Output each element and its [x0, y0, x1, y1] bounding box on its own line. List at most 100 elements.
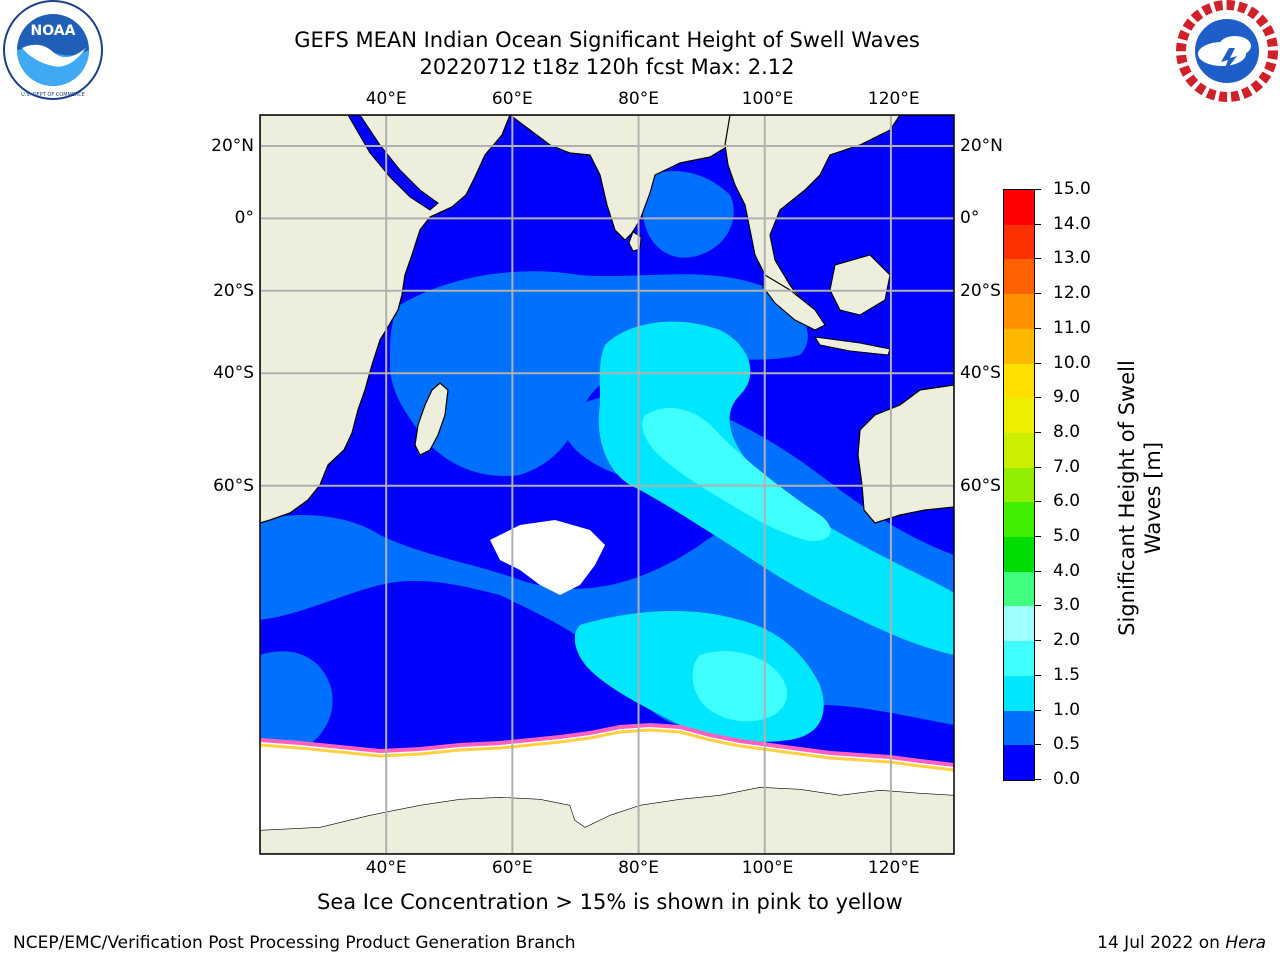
- colorbar-segment: [1004, 467, 1034, 503]
- lat-tick-label-right: 20°S: [960, 280, 1001, 301]
- colorbar-segment: [1004, 641, 1034, 676]
- colorbar-tick-label: 13.0: [1053, 248, 1091, 269]
- colorbar-segment: [1004, 190, 1034, 225]
- lon-tick-label-top: 40°E: [365, 89, 407, 109]
- lon-tick-label-top: 120°E: [867, 89, 920, 109]
- land-red-sea: [347, 115, 439, 211]
- lat-tick-label-left: 20°N: [211, 136, 254, 157]
- land-borneo: [829, 254, 891, 316]
- sea-ice-note: Sea Ice Concentration > 15% is shown in …: [317, 890, 903, 914]
- colorbar-tick-label: 11.0: [1053, 317, 1091, 338]
- footer-date: 14 Jul 2022 on Hera: [1097, 933, 1266, 953]
- colorbar-segment: [1004, 259, 1034, 295]
- colorbar-tick-label: 4.0: [1053, 560, 1081, 581]
- colorbar-tick-mark: [1035, 362, 1041, 364]
- colorbar-segment: [1004, 328, 1034, 364]
- land-madagascar: [414, 382, 449, 456]
- colorbar-tick-mark: [1035, 431, 1041, 433]
- colorbar-tick-label: 7.0: [1053, 456, 1081, 477]
- colorbar-segment: [1004, 398, 1034, 433]
- map-panel: [259, 114, 955, 855]
- land-java: [814, 336, 891, 356]
- lon-tick-label-bottom: 120°E: [867, 858, 920, 878]
- colorbar-tick-mark: [1035, 744, 1041, 746]
- colorbar-tick-label: 15.0: [1053, 179, 1091, 199]
- swell-0.5-1.0-region: [260, 651, 333, 758]
- colorbar-segment: [1004, 294, 1034, 329]
- lon-tick-label-top: 60°E: [491, 89, 533, 109]
- sea-ice-edge-inner: [260, 728, 954, 772]
- colorbar-tick-label: 6.0: [1053, 491, 1081, 512]
- colorbar-tick-label: 5.0: [1053, 526, 1081, 547]
- colorbar-tick-mark: [1035, 536, 1041, 538]
- sea-ice-edge: [260, 722, 954, 767]
- lat-tick-label-left: 0°: [234, 208, 254, 229]
- colorbar-label-text: Significant Height of Swell Waves [m]: [1115, 360, 1165, 636]
- colorbar-tick-label: 1.5: [1053, 664, 1081, 685]
- colorbar-tick-label: 8.0: [1053, 421, 1081, 442]
- lat-tick-label-left: 60°S: [213, 475, 254, 496]
- lon-tick-label-top: 100°E: [741, 89, 794, 109]
- colorbar-segment: [1004, 675, 1034, 711]
- colorbar-segment: [1004, 606, 1034, 642]
- colorbar: [1003, 189, 1035, 781]
- colorbar-tick-mark: [1035, 466, 1041, 468]
- svg-text:U.S. DEPT OF COMMERCE: U.S. DEPT OF COMMERCE: [21, 92, 85, 98]
- colorbar-tick-label: 2.0: [1053, 630, 1081, 651]
- colorbar-segment: [1004, 710, 1034, 746]
- colorbar-tick-mark: [1035, 327, 1041, 329]
- lat-tick-label-right: 0°: [960, 208, 980, 229]
- colorbar-segment: [1004, 432, 1034, 468]
- colorbar-tick-label: 0.0: [1053, 769, 1081, 789]
- colorbar-tick-mark: [1035, 501, 1041, 503]
- colorbar-tick-mark: [1035, 605, 1041, 607]
- lon-tick-label-bottom: 40°E: [365, 858, 407, 878]
- colorbar-tick-label: 12.0: [1053, 283, 1091, 304]
- title-line-1: GEFS MEAN Indian Ocean Significant Heigh…: [294, 28, 920, 52]
- colorbar-tick-mark: [1035, 640, 1041, 642]
- colorbar-tick-mark: [1035, 674, 1041, 676]
- lat-tick-label-left: 40°S: [213, 363, 254, 384]
- colorbar-tick-mark: [1035, 397, 1041, 399]
- lon-tick-label-bottom: 100°E: [741, 858, 794, 878]
- colorbar-segment: [1004, 571, 1034, 607]
- colorbar-tick-label: 9.0: [1053, 387, 1081, 408]
- colorbar-tick-mark: [1035, 570, 1041, 572]
- colorbar-segment: [1004, 224, 1034, 260]
- lat-tick-label-left: 20°S: [213, 280, 254, 301]
- swell-1.5-2.0-region: [692, 651, 788, 722]
- colorbar-tick-label: 10.0: [1053, 352, 1091, 373]
- colorbar-tick-label: 3.0: [1053, 595, 1081, 616]
- colorbar-tick-mark: [1035, 189, 1041, 190]
- title-line-2: 20220712 t18z 120h fcst Max: 2.12: [419, 55, 795, 79]
- colorbar-label: Significant Height of Swell Waves [m]: [1114, 298, 1166, 698]
- svg-text:NOAA: NOAA: [31, 23, 76, 39]
- lat-tick-label-right: 60°S: [960, 475, 1001, 496]
- lat-tick-label-right: 20°N: [960, 136, 1003, 157]
- colorbar-tick-label: 1.0: [1053, 699, 1081, 720]
- land-africa-arabia: [260, 115, 511, 524]
- colorbar-segment: [1004, 502, 1034, 538]
- swell-1.0-1.5-region: [598, 321, 954, 655]
- land-kerguelen: [490, 520, 605, 595]
- graticule: [260, 115, 954, 854]
- lon-tick-label-bottom: 60°E: [491, 858, 533, 878]
- swell-0.5-1.0-region: [641, 171, 734, 258]
- footer-date-text: 14 Jul 2022 on: [1097, 933, 1226, 953]
- swell-1.5-2.0-region: [642, 407, 831, 541]
- map-frame: [259, 114, 955, 855]
- colorbar-tick-label: 0.5: [1053, 734, 1081, 755]
- lon-tick-label-top: 80°E: [618, 89, 659, 109]
- colorbar-tick-label: 14.0: [1053, 213, 1091, 234]
- lat-tick-label-right: 40°S: [960, 363, 1001, 384]
- colorbar-segment: [1004, 363, 1034, 399]
- footer-host: Hera: [1225, 933, 1266, 953]
- footer-credit: NCEP/EMC/Verification Post Processing Pr…: [13, 933, 576, 953]
- colorbar-tick-mark: [1035, 223, 1041, 225]
- colorbar-segment: [1004, 537, 1034, 572]
- land-sumatra: [762, 274, 826, 331]
- land-se-asia: [724, 115, 901, 311]
- colorbar-tick-mark: [1035, 258, 1041, 260]
- noaa-logo: NOAA U.S. DEPT OF COMMERCE: [3, 0, 103, 100]
- nws-logo: [1176, 0, 1278, 102]
